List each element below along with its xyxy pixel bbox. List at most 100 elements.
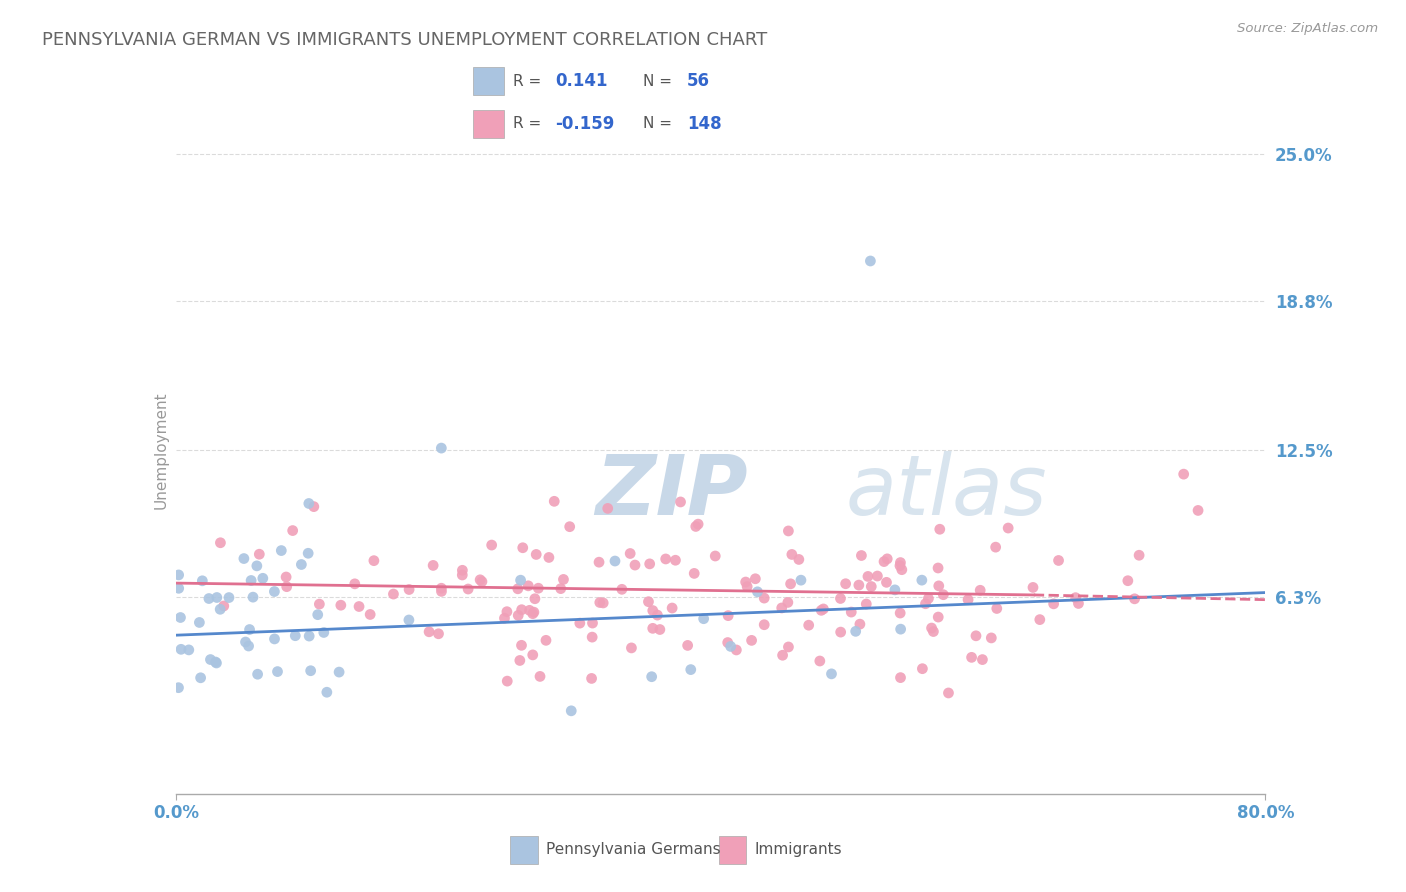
Point [938, 686, 960, 700]
Point [167, 681, 190, 695]
Point [851, 549, 873, 563]
Point [669, 495, 692, 509]
Point [524, 548, 547, 562]
Point [534, 633, 557, 648]
Point [427, 627, 450, 641]
Point [284, 629, 307, 643]
Point [252, 571, 274, 585]
Point [1029, 613, 1052, 627]
Point [209, 535, 232, 549]
Point [1116, 574, 1139, 588]
Point [972, 652, 994, 666]
Point [772, 648, 794, 663]
Point [855, 597, 877, 611]
Point [592, 596, 614, 610]
Point [704, 549, 727, 563]
Point [637, 595, 659, 609]
Point [744, 572, 766, 586]
Point [754, 617, 776, 632]
Point [890, 563, 912, 577]
Point [522, 648, 544, 662]
Text: Pennsylvania Germans: Pennsylvania Germans [546, 842, 720, 857]
Point [873, 555, 896, 569]
Point [741, 633, 763, 648]
Point [787, 552, 810, 566]
Point [522, 607, 544, 621]
Text: -0.159: -0.159 [555, 115, 614, 133]
Point [302, 500, 325, 514]
Point [519, 603, 541, 617]
Point [543, 494, 565, 508]
Point [329, 598, 352, 612]
Point [457, 582, 479, 596]
Point [170, 642, 193, 657]
Point [398, 613, 420, 627]
FancyBboxPatch shape [474, 110, 505, 138]
Point [797, 618, 820, 632]
Point [517, 579, 540, 593]
Point [889, 558, 911, 573]
Point [638, 557, 661, 571]
Point [927, 610, 949, 624]
Point [661, 601, 683, 615]
Point [683, 566, 706, 581]
Point [911, 573, 934, 587]
Point [363, 554, 385, 568]
Point [481, 538, 503, 552]
Point [1047, 553, 1070, 567]
Point [984, 540, 1007, 554]
Point [889, 671, 911, 685]
Point [212, 599, 235, 613]
Point [270, 543, 292, 558]
Point [537, 550, 560, 565]
Point [859, 254, 882, 268]
Point [830, 591, 852, 606]
Point [911, 662, 934, 676]
Point [312, 625, 335, 640]
Point [169, 610, 191, 624]
Point [298, 496, 321, 510]
Point [205, 656, 228, 670]
Point [451, 568, 474, 582]
Point [242, 590, 264, 604]
Point [620, 640, 643, 655]
Point [471, 574, 494, 589]
Point [276, 580, 298, 594]
Point [382, 587, 405, 601]
Text: N =: N = [644, 74, 678, 88]
Point [928, 522, 950, 536]
Point [860, 580, 883, 594]
Point [506, 582, 529, 596]
Point [866, 569, 889, 583]
Point [641, 603, 664, 617]
Point [263, 632, 285, 646]
Point [735, 580, 758, 594]
Point [664, 553, 686, 567]
Point [263, 584, 285, 599]
Point [560, 704, 582, 718]
Point [641, 621, 664, 635]
Text: PENNSYLVANIA GERMAN VS IMMIGRANTS UNEMPLOYMENT CORRELATION CHART: PENNSYLVANIA GERMAN VS IMMIGRANTS UNEMPL… [42, 31, 768, 49]
Point [876, 552, 898, 566]
Point [209, 602, 232, 616]
Point [619, 547, 641, 561]
Point [914, 597, 936, 611]
Point [790, 573, 813, 587]
Point [232, 551, 254, 566]
Point [889, 556, 911, 570]
Point [422, 558, 444, 573]
Point [188, 615, 211, 630]
Point [496, 605, 519, 619]
Point [328, 665, 350, 679]
Text: Source: ZipAtlas.com: Source: ZipAtlas.com [1237, 22, 1378, 36]
Point [167, 568, 190, 582]
Point [359, 607, 381, 622]
Point [834, 576, 856, 591]
Point [980, 631, 1002, 645]
Point [957, 592, 980, 607]
Point [1067, 597, 1090, 611]
Point [177, 643, 200, 657]
FancyBboxPatch shape [718, 836, 747, 863]
Point [204, 655, 226, 669]
Point [776, 595, 799, 609]
